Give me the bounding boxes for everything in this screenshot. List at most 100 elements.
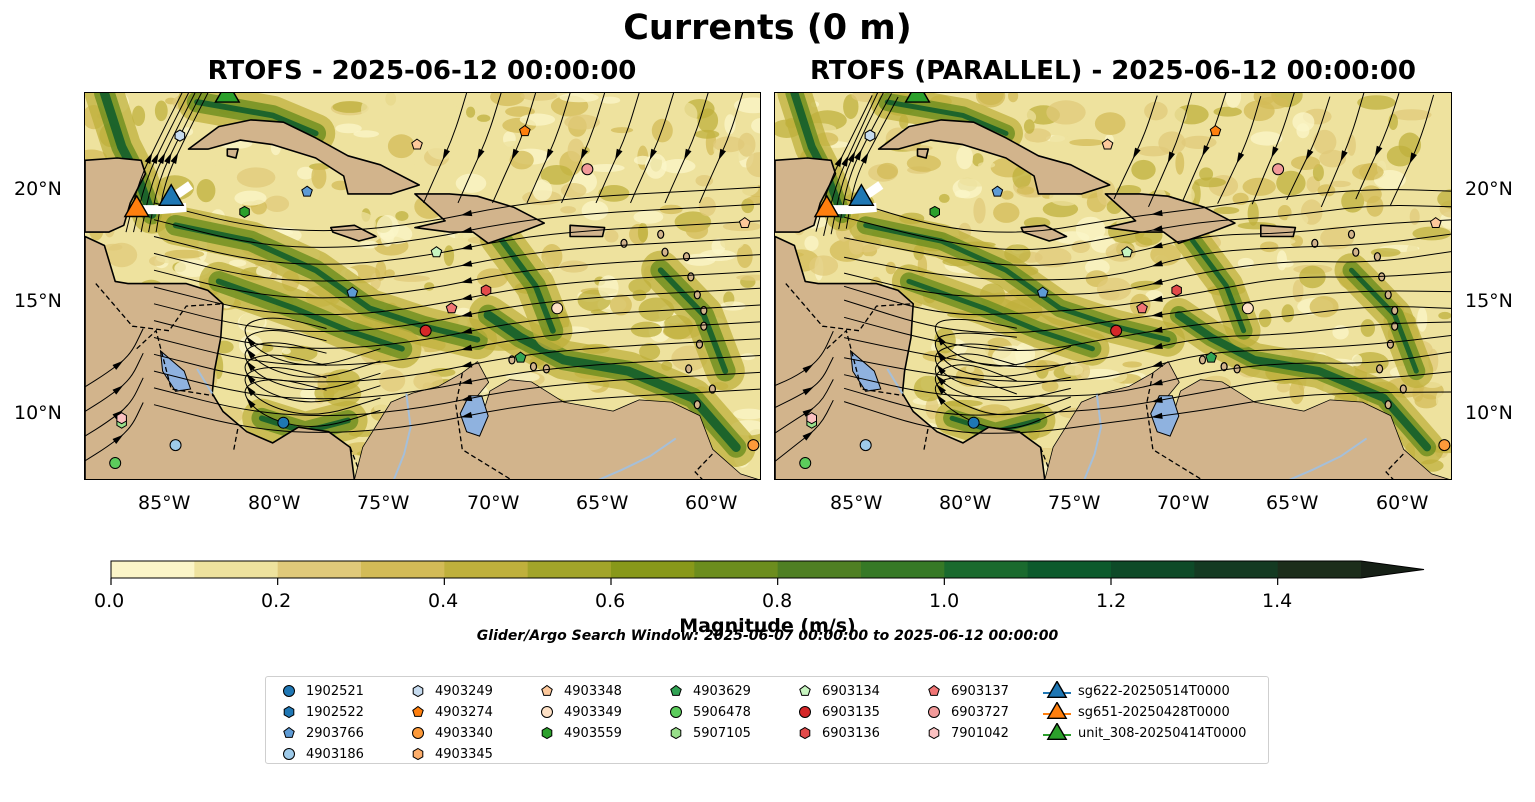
glider-sg622 — [158, 183, 185, 207]
legend-label: 1902521 — [306, 683, 364, 699]
float-6903137 — [1136, 302, 1148, 314]
legend-float-symbol — [928, 726, 940, 740]
float-2903766 — [1036, 286, 1049, 298]
lat-tick-right-10n: 10°N — [1465, 402, 1513, 424]
legend-label: sg651-20250428T0000 — [1078, 704, 1230, 720]
colorbar-tick-3: 0.6 — [595, 590, 626, 612]
colorbar-tick-1: 0.2 — [261, 590, 292, 612]
lon-tick-left-70w: 70°W — [467, 492, 520, 514]
float-4903186 — [169, 439, 182, 452]
legend-item: 1902522 — [278, 702, 364, 722]
streamlines — [775, 93, 1451, 462]
gliders — [123, 93, 241, 218]
legend-item: 6903134 — [794, 681, 880, 701]
lon-tick-right-70w: 70°W — [1157, 492, 1210, 514]
legend-label: sg622-20250514T0000 — [1078, 683, 1230, 699]
pentagon-marker-icon — [412, 705, 424, 717]
circle-marker-icon — [283, 685, 295, 697]
rtofs-current-map — [85, 93, 760, 479]
legend-item: 4903345 — [407, 744, 493, 764]
triangle-marker-icon — [1043, 702, 1071, 719]
lon-tick-left-75w: 75°W — [357, 492, 410, 514]
rtofs-map-panel[interactable] — [84, 92, 761, 480]
float-5906478 — [109, 457, 122, 470]
float-4903186 — [859, 439, 872, 452]
float-2903766 — [301, 185, 313, 197]
legend-float-symbol — [799, 706, 811, 718]
strong-current-bands — [85, 93, 756, 479]
legend-item: 4903340 — [407, 723, 493, 743]
colorbar-tick-2: 0.4 — [428, 590, 459, 612]
float-4903349 — [1241, 302, 1254, 315]
rivers — [196, 368, 677, 479]
colorbar-tick-0: 0.0 — [94, 590, 125, 612]
legend-glider-symbol — [1046, 702, 1068, 719]
circle-marker-icon — [928, 706, 940, 718]
hexagon-marker-icon — [928, 726, 940, 740]
legend-item: 4903629 — [665, 681, 751, 701]
colorbar-segment — [1194, 561, 1279, 578]
legend-label: 4903349 — [564, 704, 622, 720]
legend-float-symbol — [799, 684, 811, 696]
float-4903249 — [864, 129, 876, 142]
triangle-marker-icon — [1043, 681, 1071, 698]
lon-tick-right-80w: 80°W — [939, 492, 992, 514]
float-2903766 — [991, 185, 1004, 197]
legend-item: 6903727 — [923, 702, 1009, 722]
legend-float-symbol — [541, 706, 553, 718]
legend-label: 4903559 — [564, 725, 622, 741]
legend-label: 6903134 — [822, 683, 880, 699]
legend-float-symbol — [283, 705, 295, 719]
legend: 1902521 1902522 2903766 4903186 4903249 49032… — [265, 676, 1269, 764]
colorbar-segment — [1111, 561, 1195, 578]
float-7901042 — [116, 412, 127, 425]
rivers — [886, 368, 1368, 479]
colorbar-tick-5: 1.0 — [929, 590, 960, 612]
rtofs-parallel-current-map — [775, 93, 1451, 479]
legend-label: 4903629 — [693, 683, 751, 699]
legend-label: 4903186 — [306, 746, 364, 762]
float-4903349 — [551, 302, 564, 315]
legend-label: 5907105 — [693, 725, 751, 741]
search-window-note: Glider/Argo Search Window: 2025-06-07 00… — [476, 628, 1059, 644]
lat-tick-left-20n: 20°N — [14, 178, 62, 200]
legend-item: 6903137 — [923, 681, 1009, 701]
legend-label: 4903249 — [435, 683, 493, 699]
legend-float-symbol — [412, 705, 424, 717]
legend-label: 4903340 — [435, 725, 493, 741]
legend-item: 4903348 — [536, 681, 622, 701]
legend-label: 6903727 — [951, 704, 1009, 720]
legend-float-symbol — [412, 684, 424, 698]
float-6903134 — [1121, 246, 1133, 258]
figure-title: Currents (0 m) — [623, 8, 912, 48]
glider-sg622 — [848, 183, 875, 207]
legend-float-symbol — [799, 726, 811, 740]
legend-item: 5907105 — [665, 723, 751, 743]
float-4903274 — [1209, 124, 1222, 137]
float-4903629 — [1205, 351, 1217, 363]
lat-tick-left-15n: 15°N — [14, 290, 62, 312]
rtofs-parallel-map-panel[interactable] — [774, 92, 1452, 480]
gliders — [813, 93, 931, 218]
land — [775, 119, 1450, 479]
float-4903348 — [738, 216, 751, 228]
lon-tick-right-60w: 60°W — [1376, 492, 1429, 514]
float-6903135 — [419, 324, 432, 337]
legend-item: 4903249 — [407, 681, 493, 701]
float-6903137 — [445, 302, 458, 314]
legend-label: 2903766 — [306, 725, 364, 741]
float-4903274 — [519, 124, 531, 137]
legend-float-symbol — [412, 747, 424, 761]
colorbar-tick-4: 0.8 — [762, 590, 793, 612]
legend-item: 7901042 — [923, 723, 1009, 743]
circle-marker-icon — [799, 706, 811, 718]
land — [85, 119, 759, 479]
float-4903348 — [1429, 216, 1442, 228]
colorbar-segment — [1027, 561, 1112, 578]
legend-item: sg651-20250428T0000 — [1042, 702, 1230, 722]
legend-item: 2903766 — [278, 723, 364, 743]
colorbar-segment — [861, 561, 945, 578]
pentagon-marker-icon — [670, 684, 682, 696]
lon-tick-left-85w: 85°W — [138, 492, 191, 514]
legend-float-symbol — [670, 726, 682, 740]
